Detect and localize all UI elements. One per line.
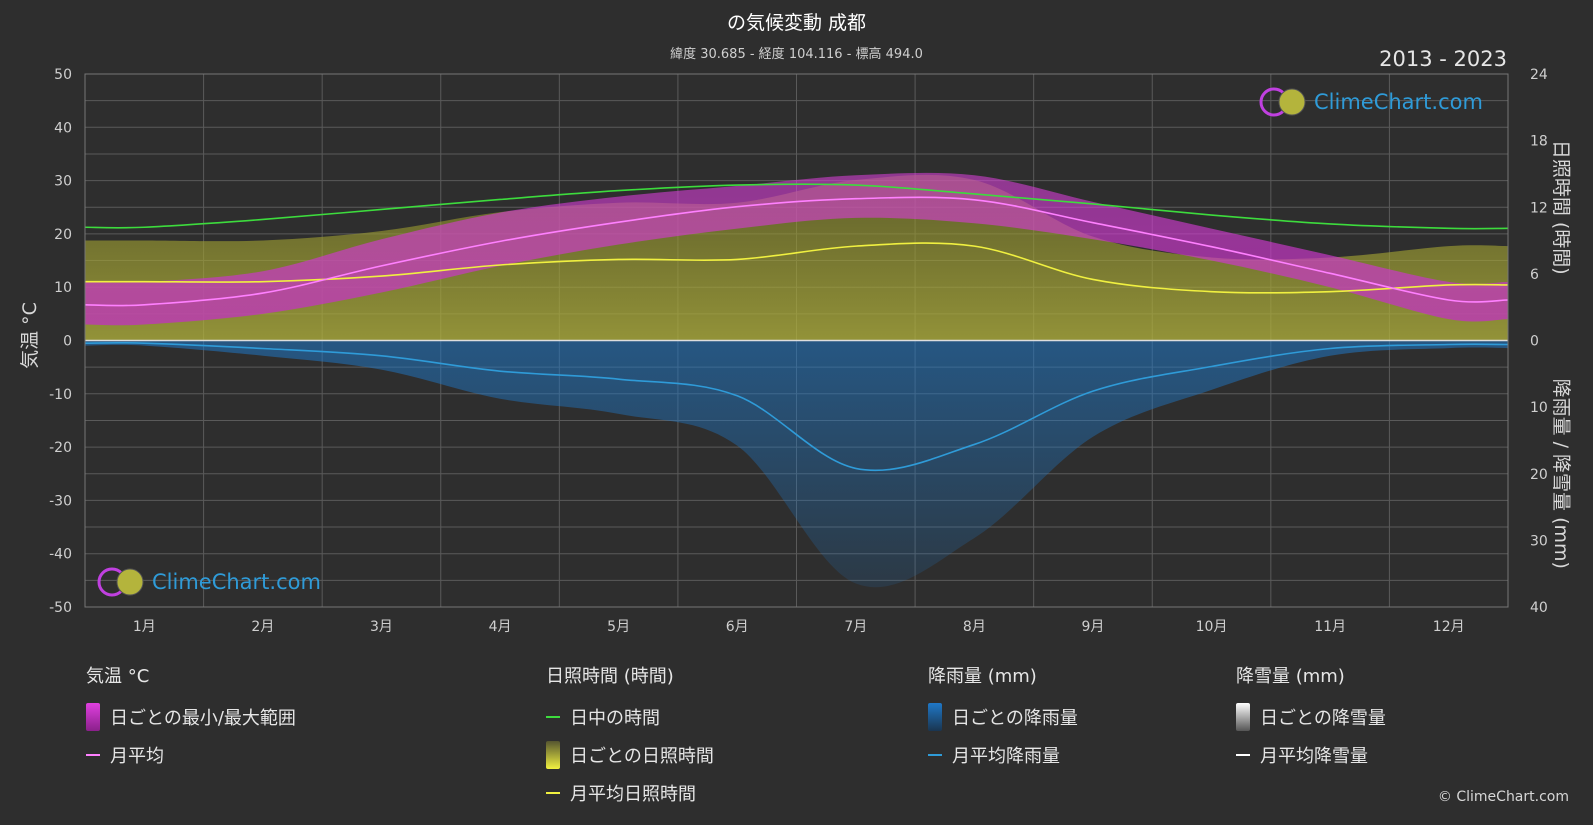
y-right-rain-tick-label: 40	[1530, 600, 1548, 616]
y-right-sun-tick-label: 6	[1530, 267, 1539, 283]
y-left-tick-label: 40	[54, 120, 72, 136]
legend-temp-range: 日ごとの最小/最大範囲	[86, 698, 296, 736]
temp-range-swatch	[86, 703, 100, 731]
y-left-tick-label: 20	[54, 227, 72, 243]
legend-label: 月平均日照時間	[570, 784, 696, 805]
snow-avg-swatch	[1236, 754, 1250, 756]
temp-avg-line	[84, 196, 1509, 307]
x-tick-label: 2月	[251, 619, 274, 635]
x-tick-label: 7月	[844, 619, 867, 635]
year-range: 2013 - 2023	[1379, 47, 1507, 71]
sunshine-swatch	[546, 741, 560, 769]
x-tick-label: 12月	[1433, 619, 1465, 635]
legend-temp-title: 気温 °C	[86, 666, 150, 687]
daylight-line	[84, 183, 1509, 230]
y-left-tick-label: 30	[54, 174, 72, 190]
daylight-swatch	[546, 716, 560, 718]
y-right-rain-axis-title: 降雨量 / 降雪量 (mm)	[1550, 379, 1572, 569]
x-tick-label: 11月	[1314, 619, 1346, 635]
legend-daily-rain: 日ごとの降雨量	[928, 698, 1078, 736]
y-right-sun-axis-title: 日照時間 (時間)	[1550, 140, 1572, 275]
legend-sunshine-avg: 月平均日照時間	[546, 774, 714, 812]
legend-temp-avg: 月平均	[86, 736, 296, 774]
x-tick-label: 9月	[1081, 619, 1104, 635]
chart-title: の気候変動 成都	[726, 12, 867, 34]
snow-swatch	[1236, 703, 1250, 731]
y-left-tick-label: -30	[49, 493, 72, 509]
legend-snow: 降雪量 (mm) 日ごとの降雪量 月平均降雪量	[1236, 662, 1386, 774]
y-right-rain-tick-label: 30	[1530, 533, 1548, 549]
rain-avg-swatch	[928, 754, 942, 756]
y-left-tick-label: 0	[63, 334, 72, 350]
legend-label: 日ごとの最小/最大範囲	[110, 708, 296, 729]
legend-sunshine: 日照時間 (時間) 日中の時間 日ごとの日照時間 月平均日照時間	[546, 662, 714, 812]
legend-daily-sunshine: 日ごとの日照時間	[546, 736, 714, 774]
x-tick-label: 1月	[133, 619, 156, 635]
logo-text: ClimeChart.com	[152, 570, 321, 594]
legend-daily-snow: 日ごとの降雪量	[1236, 698, 1386, 736]
plot-frame	[84, 73, 1509, 608]
y-right-rain-tick-label: 10	[1530, 400, 1548, 416]
y-left-tick-label: -50	[49, 600, 72, 616]
y-left-tick-label: 50	[54, 67, 72, 83]
legend-rain-avg: 月平均降雨量	[928, 736, 1078, 774]
legend-temperature: 気温 °C 日ごとの最小/最大範囲 月平均	[86, 662, 296, 774]
legend-rain-title: 降雨量 (mm)	[928, 666, 1037, 687]
x-tick-label: 8月	[963, 619, 986, 635]
logo-bottom-left: ClimeChart.com	[96, 566, 321, 598]
y-left-axis-title: 気温 °C	[19, 302, 41, 369]
logo-text: ClimeChart.com	[1314, 90, 1483, 114]
y-right-sun-tick-label: 0	[1530, 334, 1539, 350]
legend-rain: 降雨量 (mm) 日ごとの降雨量 月平均降雨量	[928, 662, 1078, 774]
legend-label: 日ごとの降雨量	[952, 708, 1078, 729]
x-tick-label: 5月	[607, 619, 630, 635]
legend-sun-title: 日照時間 (時間)	[546, 666, 674, 687]
copyright: © ClimeChart.com	[1437, 789, 1569, 805]
chart-subtitle: 緯度 30.685 - 経度 104.116 - 標高 494.0	[670, 47, 923, 62]
legend-label: 日ごとの日照時間	[570, 746, 714, 767]
sunshine-avg-line	[85, 242, 1509, 294]
sunshine-area	[85, 174, 1508, 341]
legend-snow-avg: 月平均降雪量	[1236, 736, 1386, 774]
rain-swatch	[928, 703, 942, 731]
legend-label: 日中の時間	[570, 708, 660, 729]
y-right-sun-tick-label: 18	[1530, 134, 1548, 150]
rain-area	[85, 340, 1508, 588]
y-left-tick-label: 10	[54, 280, 72, 296]
legend-label: 月平均	[110, 746, 164, 767]
climate-chart: 50 40 30 20 10 0 -10 -20 -30 -40 -50 24 18 12 6 0 10 20 30…	[19, 67, 1572, 635]
legend-daylight: 日中の時間	[546, 698, 714, 736]
x-tick-label: 6月	[726, 619, 749, 635]
y-right-sun-tick-label: 12	[1530, 200, 1548, 216]
x-tick-label: 3月	[370, 619, 393, 635]
x-tick-label: 10月	[1196, 619, 1228, 635]
climechart-logo-icon	[97, 567, 144, 597]
legend-label: 日ごとの降雪量	[1260, 708, 1386, 729]
x-tick-label: 4月	[489, 619, 512, 635]
legend-label: 月平均降雪量	[1260, 746, 1368, 767]
legend-snow-title: 降雪量 (mm)	[1236, 666, 1345, 687]
y-right-sun-tick-label: 24	[1530, 67, 1548, 83]
y-left-tick-label: -10	[49, 387, 72, 403]
y-left-tick-label: -20	[49, 440, 72, 456]
logo-top-right: ClimeChart.com	[1258, 86, 1483, 118]
y-right-rain-tick-label: 20	[1530, 467, 1548, 483]
climechart-logo-icon	[1259, 87, 1306, 117]
temp-avg-swatch	[86, 754, 100, 756]
legend-label: 月平均降雨量	[952, 746, 1060, 767]
rain-avg-line	[84, 341, 1509, 472]
sunshine-avg-swatch	[546, 792, 560, 794]
y-left-tick-label: -40	[49, 547, 72, 563]
